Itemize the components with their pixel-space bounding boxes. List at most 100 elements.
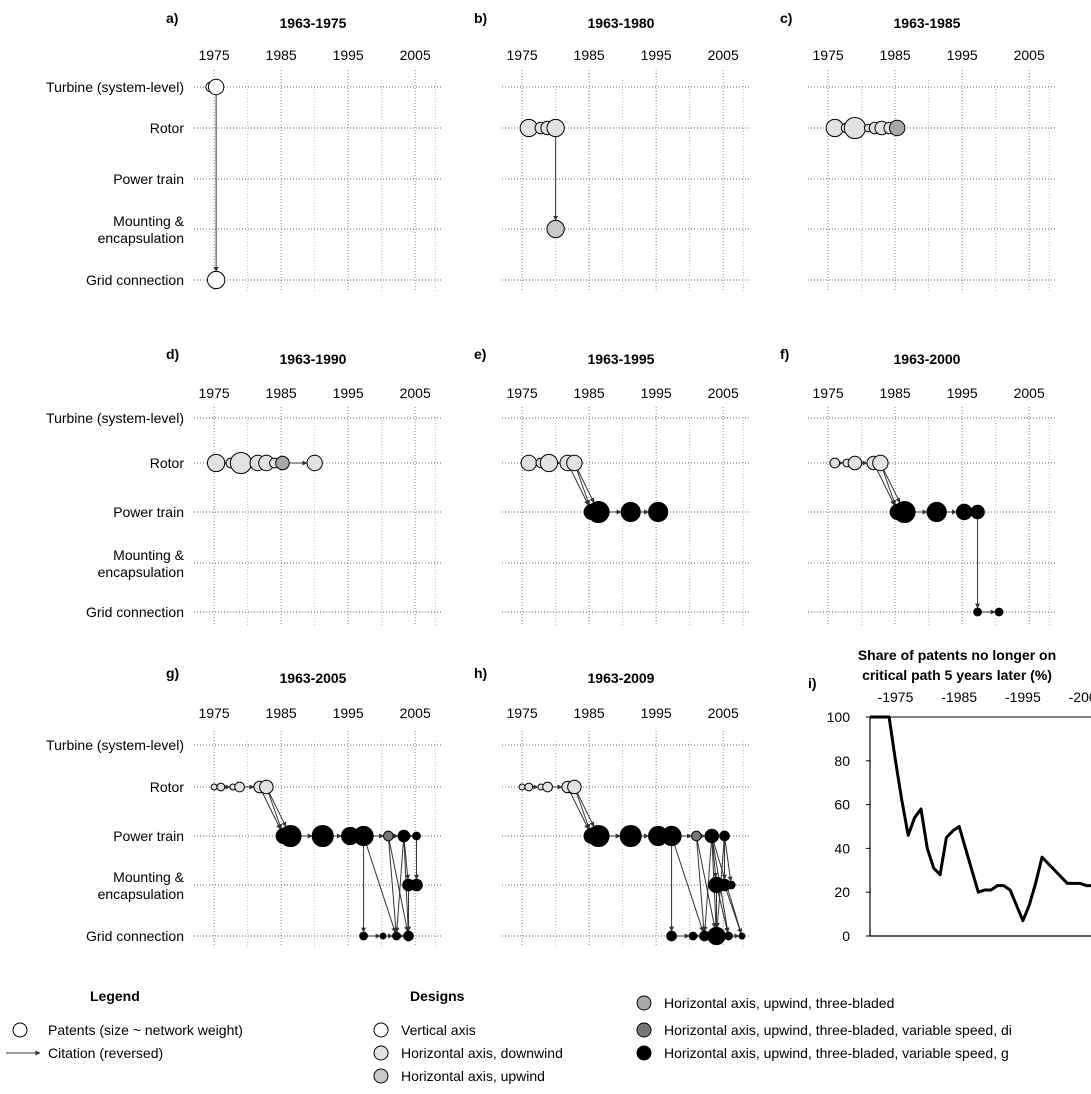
patent-node [566,454,583,472]
panel-title: 1963-1980 [588,15,655,31]
y-tick-label: 0 [842,928,850,944]
x-tick-label: 1995 [333,47,364,63]
patent-node [847,455,863,471]
patent-node [207,78,225,96]
citation-edge [403,835,410,880]
x-tick-label: 2005 [1014,385,1045,401]
panel-title: 1963-1985 [894,15,961,31]
panel-label: i) [808,675,817,691]
patent-node [955,503,973,521]
patent-node [567,779,582,795]
patent-node [619,824,642,848]
patent-node [259,779,274,795]
patent-node [666,930,677,942]
x-tick-label: -1985 [941,689,977,705]
patent-legend-icon [12,1022,28,1038]
design-label: Horizontal axis, upwind, three-bladed [664,995,894,1011]
patent-node [719,830,730,842]
citation-edge [259,786,281,830]
patent-node [397,829,411,843]
citation-edge [695,835,717,929]
patent-node [926,501,947,523]
category-label: Grid connection [86,928,184,944]
y-tick-label: 100 [827,709,851,725]
design-label: Vertical axis [401,1022,476,1038]
patent-node [518,783,526,791]
patent-node [994,607,1004,617]
x-tick-label: 1995 [641,47,672,63]
x-tick-label: 1995 [947,47,978,63]
citation-edge [671,835,704,932]
patent-node [973,607,982,617]
patent-node [691,830,702,842]
panel-title: 1963-2005 [280,670,347,686]
citation-edge [695,835,707,932]
x-tick-label: 1995 [641,385,672,401]
legend-patents-label: Patents (size ~ network weight) [48,1022,243,1038]
patent-node [524,782,534,792]
category-label: Rotor [150,779,185,795]
category-label: Rotor [150,120,185,136]
patent-node [546,118,565,138]
citation-edge [724,835,733,882]
patent-node [359,931,368,941]
citation-edge [387,835,399,933]
panel-f: f) 1963-2000 1975 1985 1995 2005 [780,346,1056,626]
panel-title: 1963-1990 [280,351,347,367]
x-tick-label: 1995 [641,705,672,721]
patent-node [546,219,565,239]
patent-node [206,270,226,290]
x-tick-label: 1975 [507,47,538,63]
designs-title: Designs [410,988,465,1004]
patent-node [539,453,559,473]
x-tick-label: 1975 [199,385,230,401]
patent-node [379,932,387,940]
citation-edge [567,786,589,830]
x-tick-label: 1975 [507,385,538,401]
category-label: encapsulation [98,886,184,902]
x-tick-label: 2005 [400,47,431,63]
patent-node [704,828,720,844]
panel-a: a) 1963-1975 1975 1985 1995 2005 [166,10,442,291]
patent-node [724,931,733,941]
x-tick-label: 2005 [400,705,431,721]
patent-node [234,781,245,793]
panel-e: e) 1963-1995 1975 1985 1995 2005 [474,346,750,626]
category-label: Mounting & [113,869,184,885]
design-swatch-icon [636,1045,652,1061]
panel-h: h) 1963-2009 1975 1985 1995 2005 [474,665,750,946]
patent-node [707,926,726,946]
legend-citation-label: Citation (reversed) [48,1045,163,1061]
panel-title: 1963-1975 [280,15,347,31]
x-tick-label: 1975 [199,705,230,721]
x-tick-label: 1975 [813,47,844,63]
x-tick-label: 2005 [1014,47,1045,63]
patent-node [587,824,610,848]
patent-node [970,504,985,520]
panel-c: c) 1963-1985 1975 1985 1995 2005 [780,10,1056,291]
panel-i: i) Share of patents no longer on critical … [808,647,1091,944]
panel-label: g) [166,665,179,681]
design-label: Horizontal axis, downwind [401,1045,563,1061]
design-label: Horizontal axis, upwind [401,1068,545,1084]
x-tick-label: 2005 [708,385,739,401]
x-tick-label: -1975 [878,689,914,705]
panel-title: 1963-2000 [894,351,961,367]
category-label: Turbine (system-level) [46,737,184,753]
category-label: Grid connection [86,604,184,620]
design-swatch-icon [373,1022,389,1038]
patent-node [688,931,698,941]
category-label: Power train [113,828,184,844]
patent-node [542,781,553,793]
panel-label: e) [474,346,486,362]
design-swatch-icon [636,1022,652,1038]
category-label: Mounting & [113,547,184,563]
citation-edge [573,786,591,830]
patent-node [872,454,889,472]
panel-label: f) [780,346,789,362]
patent-node [311,824,334,848]
x-tick-label: 1985 [574,705,605,721]
patent-node [403,930,414,942]
panel-title: 1963-1995 [588,351,655,367]
y-tick-label: 60 [834,797,850,813]
